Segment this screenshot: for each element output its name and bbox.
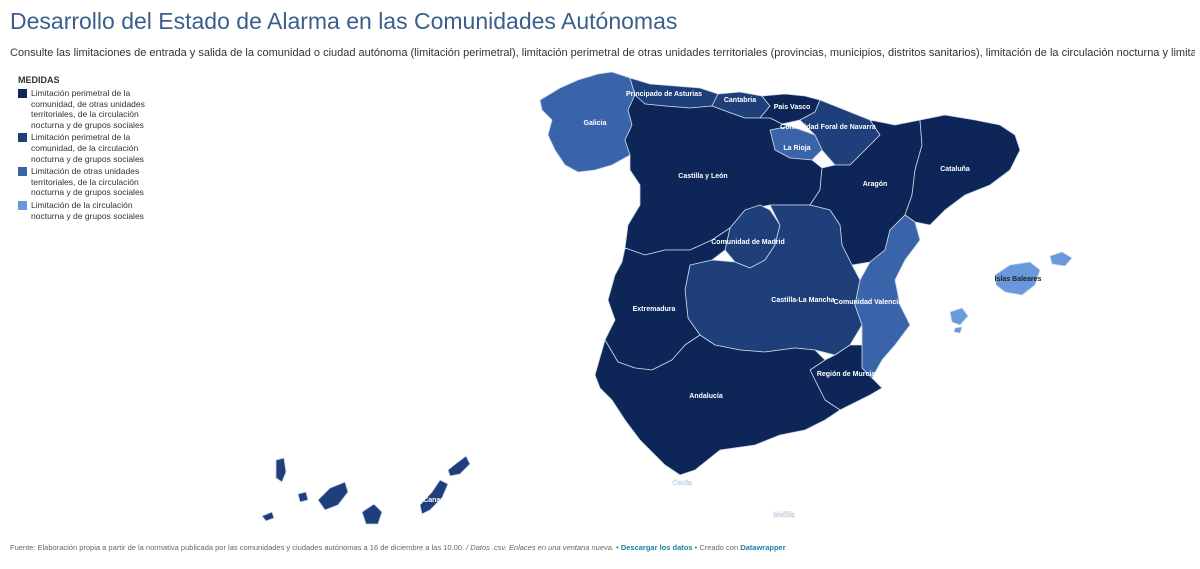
legend-label-2: Limitación perimetral de la comunidad, d… — [31, 132, 144, 164]
label-asturias: Principado de Asturias — [626, 91, 702, 98]
label-galicia: Galicia — [584, 120, 607, 127]
legend-swatch-3 — [18, 167, 27, 177]
region-baleares-menorca[interactable] — [1049, 251, 1073, 267]
chart-subtitle: Consulte las limitaciones de entrada y s… — [10, 47, 1195, 59]
region-canarias-fuerteventura[interactable] — [419, 479, 449, 515]
footer: Fuente: Elaboración propia a partir de l… — [10, 543, 786, 552]
label-la-rioja: La Rioja — [783, 145, 810, 152]
spain-map: Galicia Principado de Asturias Cantabria… — [261, 71, 1073, 525]
download-data-link[interactable]: Descargar los datos — [620, 543, 693, 552]
label-ceuta: Ceuta — [672, 480, 692, 487]
legend-swatch-2 — [18, 133, 27, 143]
region-labels: Galicia Principado de Asturias Cantabria… — [423, 91, 1041, 519]
legend-title: MEDIDAS — [18, 75, 60, 85]
legend-item-1: Limitación perimetral de la comunidad, d… — [18, 88, 158, 130]
region-canarias-tenerife[interactable] — [317, 481, 349, 511]
legend-item-4: Limitación de la circulación nocturna y … — [18, 200, 158, 221]
region-canarias-lapalma[interactable] — [275, 457, 287, 483]
legend-label-3: Limitación de otras unidades territorial… — [31, 166, 144, 198]
legend-swatch-1 — [18, 89, 27, 98]
label-andalucia: Andalucía — [689, 393, 723, 400]
legend-swatch-4 — [18, 200, 27, 210]
label-castilla-la-mancha: Castilla-La Mancha — [771, 297, 835, 304]
label-navarra: Comunidad Foral de Navarra — [780, 124, 876, 131]
legend-label-4: Limitación de la circulación nocturna y … — [31, 199, 144, 221]
label-castilla-leon: Castilla y León — [678, 173, 727, 180]
chart-title: Desarrollo del Estado de Alarma en las C… — [10, 8, 678, 34]
region-valenciana[interactable] — [854, 214, 921, 379]
label-murcia: Región de Murcia — [817, 371, 875, 378]
footer-source: Fuente: Elaboración propia a partir de l… — [10, 543, 465, 552]
region-canarias-lanzarote[interactable] — [447, 455, 471, 477]
footer-data-note: / Datos .csv. Enlaces en una ventana nue… — [466, 543, 614, 552]
datawrapper-link[interactable]: Datawrapper — [740, 543, 786, 552]
label-melilla: Melilla — [773, 512, 795, 519]
region-canarias-grancanaria[interactable] — [361, 503, 383, 525]
region-baleares-ibiza[interactable] — [949, 307, 969, 326]
region-canarias-hierro[interactable] — [261, 511, 275, 522]
label-canarias: Canarias — [423, 497, 453, 504]
label-madrid: Comunidad de Madrid — [711, 239, 785, 246]
label-aragon: Aragón — [863, 181, 888, 188]
region-cataluna[interactable] — [904, 114, 1021, 226]
label-extremadura: Extremadura — [633, 306, 676, 313]
label-valenciana: Comunidad Valenciana — [834, 299, 911, 306]
label-cantabria: Cantabria — [724, 97, 756, 104]
footer-separator-1: • — [616, 543, 619, 552]
legend-label-1: Limitación perimetral de la comunidad, d… — [31, 88, 145, 130]
legend: MEDIDAS Limitación perimetral de la comu… — [18, 75, 158, 223]
region-baleares-formentera[interactable] — [953, 326, 963, 334]
label-pais-vasco: País Vasco — [774, 104, 811, 111]
region-baleares[interactable] — [994, 261, 1041, 296]
legend-item-2: Limitación perimetral de la comunidad, d… — [18, 132, 158, 164]
legend-item-3: Limitación de otras unidades territorial… — [18, 166, 158, 198]
region-andalucia[interactable] — [594, 334, 841, 476]
region-canarias-gomera[interactable] — [297, 491, 309, 503]
footer-separator-2: • Creado con — [694, 543, 739, 552]
label-cataluna: Cataluña — [940, 166, 970, 173]
label-baleares: Islas Baleares — [995, 276, 1042, 283]
